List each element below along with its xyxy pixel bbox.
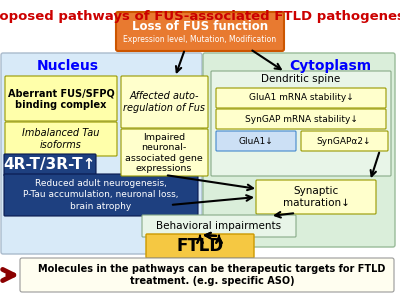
Text: Behavioral impairments: Behavioral impairments xyxy=(156,221,282,231)
Text: Reduced adult neurogenesis,
P-Tau accumulation, neuronal loss,
brain atrophy: Reduced adult neurogenesis, P-Tau accumu… xyxy=(23,179,179,211)
FancyBboxPatch shape xyxy=(203,53,395,247)
Text: Aberrant FUS/SFPQ
binding complex: Aberrant FUS/SFPQ binding complex xyxy=(8,88,114,110)
FancyBboxPatch shape xyxy=(301,131,388,151)
FancyBboxPatch shape xyxy=(216,131,296,151)
Text: SynGAP mRNA stability↓: SynGAP mRNA stability↓ xyxy=(244,114,358,123)
Text: Expression level, Mutation, Modification: Expression level, Mutation, Modification xyxy=(124,36,276,44)
Text: FTLD: FTLD xyxy=(176,237,224,255)
Text: Cytoplasm: Cytoplasm xyxy=(289,59,371,73)
FancyBboxPatch shape xyxy=(121,129,208,176)
Text: GluA1 mRNA stability↓: GluA1 mRNA stability↓ xyxy=(249,93,353,103)
FancyBboxPatch shape xyxy=(142,215,296,237)
Text: SynGAPα2↓: SynGAPα2↓ xyxy=(317,136,371,146)
Text: Affected auto-
regulation of Fus: Affected auto- regulation of Fus xyxy=(123,91,205,113)
FancyBboxPatch shape xyxy=(146,234,254,258)
FancyBboxPatch shape xyxy=(5,76,117,121)
FancyBboxPatch shape xyxy=(4,154,96,176)
Text: Loss of FUS function: Loss of FUS function xyxy=(132,21,268,34)
Text: GluA1↓: GluA1↓ xyxy=(239,136,273,146)
Text: Synaptic
maturation↓: Synaptic maturation↓ xyxy=(282,186,350,208)
FancyBboxPatch shape xyxy=(116,12,284,51)
FancyBboxPatch shape xyxy=(216,88,386,108)
FancyBboxPatch shape xyxy=(216,109,386,129)
FancyBboxPatch shape xyxy=(1,53,202,254)
Text: Proposed pathways of FUS-associated FTLD pathogenesis: Proposed pathways of FUS-associated FTLD… xyxy=(0,10,400,23)
FancyBboxPatch shape xyxy=(211,71,391,176)
Text: Nucleus: Nucleus xyxy=(37,59,99,73)
Text: Molecules in the pathways can be therapeutic targets for FTLD
treatment. (e.g. s: Molecules in the pathways can be therape… xyxy=(38,264,386,286)
Text: Impaired
neuronal-
associated gene
expressions: Impaired neuronal- associated gene expre… xyxy=(125,133,203,173)
FancyBboxPatch shape xyxy=(4,174,198,216)
Text: 4R-T/3R-T↑: 4R-T/3R-T↑ xyxy=(4,158,96,173)
Text: Imbalanced Tau
isoforms: Imbalanced Tau isoforms xyxy=(22,128,100,150)
FancyBboxPatch shape xyxy=(5,122,117,156)
Text: Dendritic spine: Dendritic spine xyxy=(261,74,341,84)
FancyBboxPatch shape xyxy=(121,76,208,128)
FancyBboxPatch shape xyxy=(256,180,376,214)
FancyBboxPatch shape xyxy=(20,258,394,292)
